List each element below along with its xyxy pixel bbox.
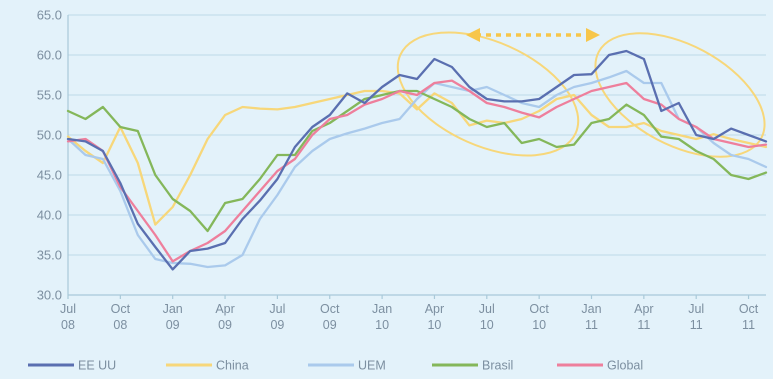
x-tick-month: Jan — [163, 302, 183, 316]
x-tick-month: Oct — [320, 302, 340, 316]
x-tick-year: 11 — [637, 318, 650, 332]
y-tick-label: 60.0 — [37, 48, 62, 63]
x-tick-month: Jul — [60, 302, 76, 316]
x-tick-month: Apr — [634, 302, 653, 316]
x-tick-label: Jan 11 — [581, 302, 601, 332]
x-tick-label: Oct 11 — [739, 302, 759, 332]
x-tick-year: 10 — [375, 318, 389, 332]
y-tick-label: 45.0 — [37, 168, 62, 183]
x-tick-year: 09 — [218, 318, 232, 332]
x-tick-label: Oct 09 — [320, 302, 340, 332]
y-tick-label: 30.0 — [37, 288, 62, 303]
series-line-ee-uu — [66, 49, 768, 271]
x-tick-label: Jan 09 — [163, 302, 183, 332]
x-tick-year: 11 — [690, 318, 703, 332]
y-tick-label: 40.0 — [37, 208, 62, 223]
y-tick-label: 35.0 — [37, 248, 62, 263]
legend-item: Brasil — [432, 359, 513, 373]
legend-label: EE UU — [78, 359, 116, 373]
legend-item: Global — [557, 359, 643, 373]
x-tick-label: Oct 10 — [529, 302, 549, 332]
highlight-ellipse — [594, 32, 766, 158]
x-tick-label: Apr 09 — [215, 302, 234, 332]
x-tick-year: 09 — [166, 318, 180, 332]
x-tick-month: Jan — [581, 302, 601, 316]
x-tick-year: 10 — [480, 318, 494, 332]
x-tick-month: Oct — [739, 302, 759, 316]
series-line-china — [66, 89, 768, 226]
x-tick-label: Jan 10 — [372, 302, 392, 332]
x-tick-month: Apr — [425, 302, 444, 316]
x-tick-year: 09 — [323, 318, 337, 332]
x-tick-month: Oct — [529, 302, 549, 316]
x-tick-year: 10 — [532, 318, 546, 332]
x-tick-month: Jul — [688, 302, 704, 316]
x-axis-ticks: Jul 08 Oct 08 Jan 09 Apr 09 Jul 09 Oct 09 Jan 10 Apr 10… — [60, 295, 759, 332]
highlight-ellipse — [396, 31, 580, 157]
legend-label: UEM — [358, 359, 386, 373]
y-axis-ticks: 30.0 35.0 40.0 45.0 50.0 55.0 60.0 65.0 — [37, 8, 62, 303]
legend-label: China — [216, 359, 249, 373]
x-tick-year: 11 — [742, 318, 755, 332]
series-lines — [66, 49, 768, 271]
y-tick-label: 50.0 — [37, 128, 62, 143]
x-tick-label: Jul 09 — [269, 302, 285, 332]
x-tick-year: 11 — [585, 318, 598, 332]
x-tick-year: 08 — [61, 318, 75, 332]
arrow-head-left — [466, 28, 480, 42]
legend-label: Brasil — [482, 359, 513, 373]
series-line-brasil — [66, 89, 768, 233]
x-tick-year: 10 — [427, 318, 441, 332]
x-tick-year: 08 — [113, 318, 127, 332]
gridlines — [67, 14, 766, 296]
x-tick-label: Apr 11 — [634, 302, 653, 332]
legend-item: EE UU — [28, 359, 116, 373]
x-tick-year: 09 — [270, 318, 284, 332]
x-tick-label: Jul 11 — [688, 302, 704, 332]
series-line-uem — [66, 69, 768, 269]
y-tick-label: 65.0 — [37, 8, 62, 23]
x-tick-month: Oct — [111, 302, 131, 316]
legend-item: UEM — [308, 359, 386, 373]
series-line-global — [66, 79, 768, 263]
y-tick-label: 55.0 — [37, 88, 62, 103]
legend: EE UU China UEM Brasil Global — [28, 359, 643, 373]
x-tick-month: Apr — [215, 302, 234, 316]
x-tick-label: Apr 10 — [425, 302, 444, 332]
x-tick-label: Jul 08 — [60, 302, 76, 332]
x-tick-month: Jul — [269, 302, 285, 316]
x-tick-label: Jul 10 — [479, 302, 495, 332]
legend-item: China — [166, 359, 249, 373]
arrow-head-right — [586, 28, 600, 42]
x-tick-label: Oct 08 — [111, 302, 131, 332]
annotations — [396, 28, 766, 158]
legend-label: Global — [607, 359, 643, 373]
x-tick-month: Jul — [479, 302, 495, 316]
x-tick-month: Jan — [372, 302, 392, 316]
